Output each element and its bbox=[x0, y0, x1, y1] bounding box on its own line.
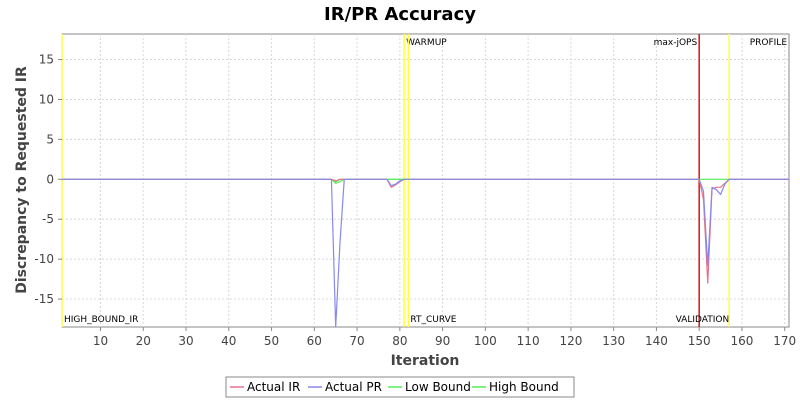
x-tick-label: 70 bbox=[349, 334, 364, 348]
x-tick-label: 30 bbox=[178, 334, 193, 348]
legend-label: Actual IR bbox=[247, 380, 300, 394]
markers: WARMUP RT_CURVE max-jOPS VALIDATION PROFILE H… bbox=[61, 34, 788, 327]
marker-label: max-jOPS bbox=[654, 38, 698, 48]
marker-label: HIGH_BOUND_IR bbox=[64, 315, 138, 325]
series-line-actual-pr bbox=[62, 178, 789, 328]
legend-label: High Bound bbox=[489, 380, 559, 394]
y-tick-label: 0 bbox=[46, 172, 54, 186]
y-tick-label: 10 bbox=[39, 92, 54, 106]
x-tick-label: 170 bbox=[773, 334, 796, 348]
chart-title: IR/PR Accuracy bbox=[324, 4, 476, 25]
series bbox=[62, 178, 789, 328]
x-tick-label: 160 bbox=[731, 334, 754, 348]
axes: 10 20 30 40 50 60 70 80 90 100 110 120 130 140 150 160 1… bbox=[34, 53, 796, 348]
y-tick-label: -10 bbox=[34, 252, 54, 266]
x-tick-label: 80 bbox=[392, 334, 407, 348]
x-tick-label: 90 bbox=[435, 334, 450, 348]
y-tick-label: 5 bbox=[46, 132, 54, 146]
x-tick-label: 40 bbox=[221, 334, 236, 348]
marker-label: VALIDATION bbox=[676, 315, 730, 325]
x-axis-title: Iteration bbox=[391, 353, 460, 369]
marker-label: PROFILE bbox=[750, 38, 788, 48]
legend-label: Actual PR bbox=[325, 380, 382, 394]
x-tick-label: 10 bbox=[93, 334, 108, 348]
legend-label: Low Bound bbox=[405, 380, 471, 394]
legend: Actual IR Actual PR Low Bound High Bound bbox=[225, 376, 575, 398]
x-tick-label: 50 bbox=[264, 334, 279, 348]
x-tick-label: 100 bbox=[474, 334, 497, 348]
marker-label: WARMUP bbox=[406, 38, 447, 48]
y-tick-label: 15 bbox=[39, 53, 54, 67]
x-tick-label: 110 bbox=[517, 334, 540, 348]
plot-area bbox=[61, 33, 790, 328]
x-tick-label: 130 bbox=[602, 334, 625, 348]
x-tick-label: 20 bbox=[136, 334, 151, 348]
y-tick-label: -5 bbox=[42, 212, 54, 226]
y-axis-title: Discrepancy to Requested IR bbox=[14, 66, 30, 294]
x-tick-label: 150 bbox=[688, 334, 711, 348]
x-tick-label: 60 bbox=[307, 334, 322, 348]
x-tick-label: 120 bbox=[559, 334, 582, 348]
y-tick-label: -15 bbox=[34, 292, 54, 306]
x-tick-label: 140 bbox=[645, 334, 668, 348]
marker-label: RT_CURVE bbox=[410, 315, 456, 325]
